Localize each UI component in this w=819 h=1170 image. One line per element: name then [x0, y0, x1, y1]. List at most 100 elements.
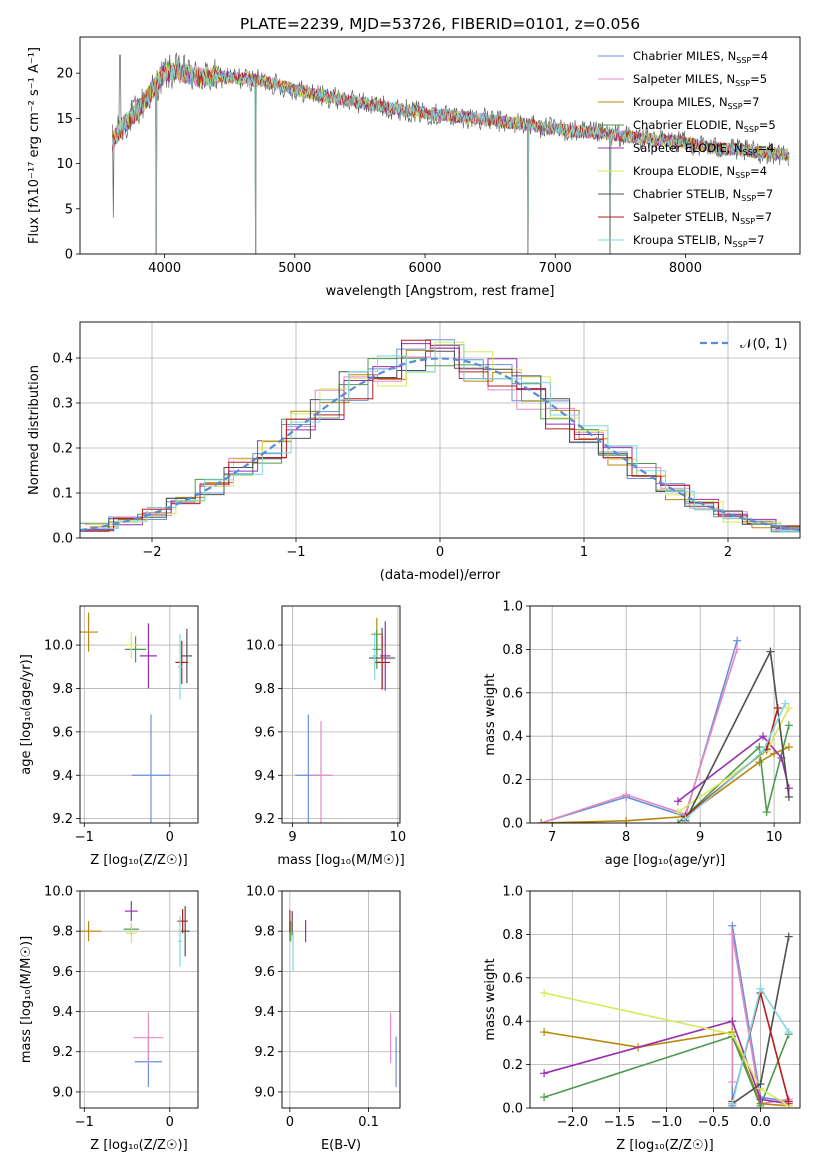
x-axis-label: wavelength [Angstrom, rest frame]: [326, 284, 555, 299]
legend-entry: Kroupa STELIB, NSSP=7: [633, 233, 764, 249]
y-tick-label: 10.0: [246, 639, 275, 654]
x-tick-label: −2.0: [557, 1115, 589, 1130]
legend-text: Kroupa STELIB, N: [633, 233, 733, 247]
legend-text: Chabrier MILES, N: [633, 49, 736, 63]
x-axis-label: age [log₁₀(age/yr)]: [605, 853, 726, 868]
y-tick-label: 9.4: [52, 1005, 73, 1020]
y-tick-label: 0.4: [52, 352, 73, 367]
y-tick-label: 0.2: [502, 773, 523, 788]
legend-entry: Salpeter ELODIE, NSSP=4: [633, 141, 775, 157]
legend-text: Chabrier ELODIE, N: [633, 118, 744, 132]
y-tick-label: 0.4: [502, 1015, 523, 1030]
x-tick-label: 6000: [408, 261, 441, 276]
y-tick-label: 9.4: [52, 769, 73, 784]
legend-subscript: SSP: [735, 171, 750, 180]
y-axis-label: mass weight: [483, 958, 498, 1040]
y-tick-label: 9.6: [52, 965, 73, 980]
y-tick-label: 20: [56, 67, 73, 82]
panel-age-vs-mass: 9 10 9.2 9.4 9.6 9.8 10.0 mass [log₁₀(M/M☉)]: [246, 605, 406, 868]
massweight-series-line: [540, 640, 738, 823]
legend-entry: Kroupa MILES, NSSP=7: [633, 95, 759, 111]
axes-frame: [529, 890, 801, 1109]
x-axis-label: Z [log₁₀(Z/Z☉)]: [90, 1138, 187, 1153]
y-tick-label: 10.0: [44, 885, 73, 900]
x-tick-label: −1: [286, 545, 305, 560]
legend-text-tail: =4: [750, 164, 767, 178]
legend-text: Kroupa ELODIE, N: [633, 164, 735, 178]
legend-entry: Salpeter MILES, NSSP=5: [633, 72, 767, 88]
y-tick-label: 10: [56, 157, 73, 172]
x-tick-label: 0: [286, 1115, 294, 1130]
axes-frame: [79, 890, 199, 1109]
spectrum-series-line: [112, 62, 790, 254]
y-tick-label: 0.1: [52, 487, 73, 502]
histogram-series: [80, 357, 800, 533]
x-tick-label: 8000: [669, 261, 702, 276]
x-axis-label: Z [log₁₀(Z/Z☉)]: [616, 1138, 713, 1153]
y-tick-label: 0.0: [502, 1102, 523, 1117]
y-tick-label: 10.0: [246, 885, 275, 900]
y-tick-label: 0.4: [502, 730, 523, 745]
y-tick-label: 9.6: [52, 725, 73, 740]
y-axis-label: age [log₁₀(age/yr)]: [19, 654, 34, 775]
panel-massweight-vs-age: 7 8 9 10 0.0 0.2 0.4 0.6 0.8 1.0 age [log₁₀(age/yr…: [483, 600, 801, 868]
normal-reference-curve: [80, 357, 800, 532]
plot-area: [80, 612, 193, 823]
x-tick-label: 0.0: [750, 1115, 771, 1130]
x-tick-label: −2: [142, 545, 161, 560]
legend-subscript: SSP: [736, 56, 751, 65]
y-tick-label: 0.2: [52, 442, 73, 457]
spectrum-series-line: [112, 60, 790, 254]
legend-text-tail: =5: [750, 72, 767, 86]
x-tick-label: 1: [580, 545, 588, 560]
legend-text-tail: =4: [751, 49, 768, 63]
y-tick-label: 9.0: [254, 1085, 275, 1100]
figure-title: PLATE=2239, MJD=53726, FIBERID=0101, z=0…: [240, 15, 640, 33]
axes-frame: [281, 605, 401, 824]
panel-age-vs-Z: −1 0 9.2 9.4 9.6 9.8 10.0 Z [log₁₀(Z/Z☉)] age [l…: [19, 605, 199, 868]
plot-area: [80, 901, 190, 1087]
x-tick-label: 0: [166, 1115, 174, 1130]
axes-frame: [79, 605, 199, 824]
y-tick-label: 9.6: [254, 965, 275, 980]
x-tick-label: 0.1: [358, 1115, 379, 1130]
y-tick-label: 5: [65, 202, 73, 217]
y-axis-label: Flux [fλ10⁻¹⁷ erg cm⁻² s⁻¹ A⁻¹]: [27, 47, 42, 244]
legend-entry: Salpeter STELIB, NSSP=7: [633, 210, 772, 226]
x-tick-label: −1.5: [604, 1115, 636, 1130]
y-tick-label: 9.0: [52, 1085, 73, 1100]
spectrum-series-line: [112, 61, 790, 254]
plot-area: [80, 339, 800, 533]
legend-text-tail: =7: [755, 210, 772, 224]
x-tick-label: −1: [75, 830, 94, 845]
legend-text-tail: =7: [743, 95, 760, 109]
x-tick-label: −0.5: [698, 1115, 730, 1130]
y-tick-label: 0.8: [502, 928, 523, 943]
y-tick-label: 1.0: [502, 600, 523, 615]
y-tick-label: 0.0: [502, 817, 523, 832]
spectrum-series-line: [112, 61, 790, 254]
y-tick-label: 9.4: [254, 1005, 275, 1020]
legend-subscript: SSP: [740, 217, 755, 226]
y-tick-label: 0: [65, 248, 73, 263]
y-axis-label: mass [log₁₀(M/M☉)]: [19, 936, 34, 1063]
spectrum-series-line: [112, 62, 790, 161]
y-tick-label: 9.8: [52, 682, 73, 697]
x-tick-label: 7: [548, 830, 556, 845]
legend-text: Salpeter MILES, N: [633, 72, 735, 86]
legend-subscript: SSP: [741, 194, 756, 203]
panel-spectrum: 4000 5000 6000 7000 8000 0 5 10 15 20 wavelength […: [27, 36, 801, 299]
x-tick-label: 8: [622, 830, 630, 845]
plot-area: [540, 921, 793, 1108]
y-tick-label: 15: [56, 112, 73, 127]
y-tick-label: 0.6: [502, 971, 523, 986]
legend-text: Chabrier STELIB, N: [633, 187, 741, 201]
y-tick-label: 9.6: [254, 725, 275, 740]
axes-frame: [529, 605, 801, 824]
x-tick-label: 7000: [539, 261, 572, 276]
legend-text-tail: =7: [756, 187, 773, 201]
x-tick-label: 0: [166, 830, 174, 845]
panel-massweight-vs-Z: −2.0 −1.5 −1.0 −0.5 0.0 0.0 0.2 0.4 0.6 0.8 1.0 Z […: [483, 885, 801, 1153]
y-tick-label: 0.6: [502, 686, 523, 701]
y-tick-label: 1.0: [502, 885, 523, 900]
